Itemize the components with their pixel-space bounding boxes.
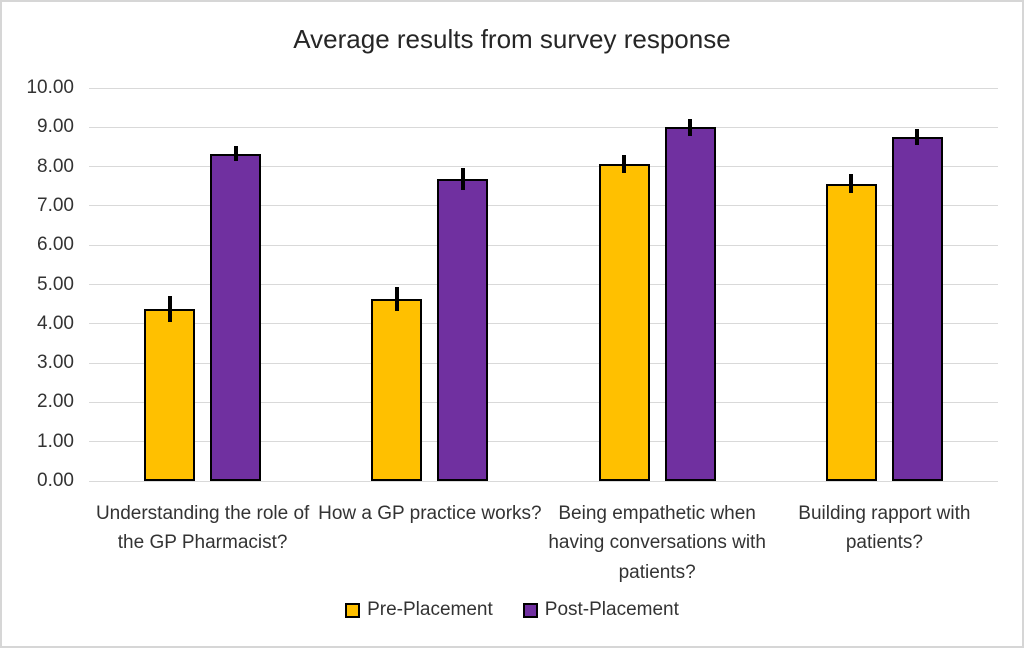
gridline bbox=[89, 323, 998, 325]
error-bar bbox=[622, 154, 627, 173]
gridline bbox=[89, 205, 998, 207]
bar-pre-placement bbox=[825, 183, 877, 481]
y-axis-tick-label: 3.00 bbox=[37, 352, 74, 374]
legend-swatch-icon bbox=[345, 602, 361, 618]
gridline bbox=[89, 166, 998, 168]
gridline bbox=[89, 126, 998, 128]
bar-pre-placement bbox=[144, 309, 196, 481]
gridline bbox=[89, 480, 998, 482]
error-bar bbox=[688, 118, 693, 136]
bar-post-placement bbox=[664, 127, 716, 481]
y-axis-tick-label: 10.00 bbox=[26, 77, 74, 98]
gridline bbox=[89, 87, 998, 89]
legend-label: Post-Placement bbox=[544, 599, 679, 620]
gridline bbox=[89, 441, 998, 443]
gridline bbox=[89, 401, 998, 403]
y-axis-tick-label: 6.00 bbox=[37, 234, 74, 256]
y-axis-tick-label: 2.00 bbox=[37, 391, 74, 413]
bar-post-placement bbox=[891, 137, 943, 481]
x-axis-category-label: Being empathetic when having conversatio… bbox=[548, 503, 766, 583]
chart-title: Average results from survey response bbox=[293, 24, 731, 54]
y-axis-tick-label: 9.00 bbox=[37, 116, 74, 138]
error-bar bbox=[167, 296, 172, 323]
bar-pre-placement bbox=[598, 163, 650, 481]
x-axis-category-label: How a GP practice works? bbox=[318, 503, 542, 524]
legend-swatch-icon bbox=[522, 602, 538, 618]
error-bar bbox=[849, 173, 854, 194]
bar-post-placement bbox=[210, 153, 262, 481]
bar-pre-placement bbox=[371, 299, 423, 481]
legend-item-pre-placement: Pre-Placement bbox=[345, 599, 493, 621]
gridline bbox=[89, 284, 998, 285]
plot-area bbox=[89, 87, 998, 482]
error-bar bbox=[233, 145, 238, 162]
x-axis-category-label: Understanding the role of the GP Pharmac… bbox=[95, 503, 310, 554]
y-axis-tick-label: 0.00 bbox=[37, 470, 74, 491]
error-bar bbox=[394, 287, 399, 311]
error-bar bbox=[915, 129, 920, 145]
y-axis-tick-label: 4.00 bbox=[37, 312, 74, 334]
x-axis-category-label: Building rapport with patients? bbox=[798, 503, 971, 554]
gridline bbox=[89, 362, 998, 364]
y-axis-tick-label: 1.00 bbox=[37, 430, 74, 452]
legend-label: Pre-Placement bbox=[367, 599, 493, 620]
gridline bbox=[89, 244, 998, 246]
y-axis-tick-label: 7.00 bbox=[37, 194, 74, 216]
legend: Pre-Placement Post-Placement bbox=[2, 599, 1022, 621]
y-axis-tick-label: 5.00 bbox=[37, 273, 74, 295]
bar-post-placement bbox=[437, 178, 489, 481]
legend-item-post-placement: Post-Placement bbox=[522, 599, 679, 621]
error-bar bbox=[460, 167, 465, 190]
y-axis-tick-label: 8.00 bbox=[37, 155, 74, 177]
